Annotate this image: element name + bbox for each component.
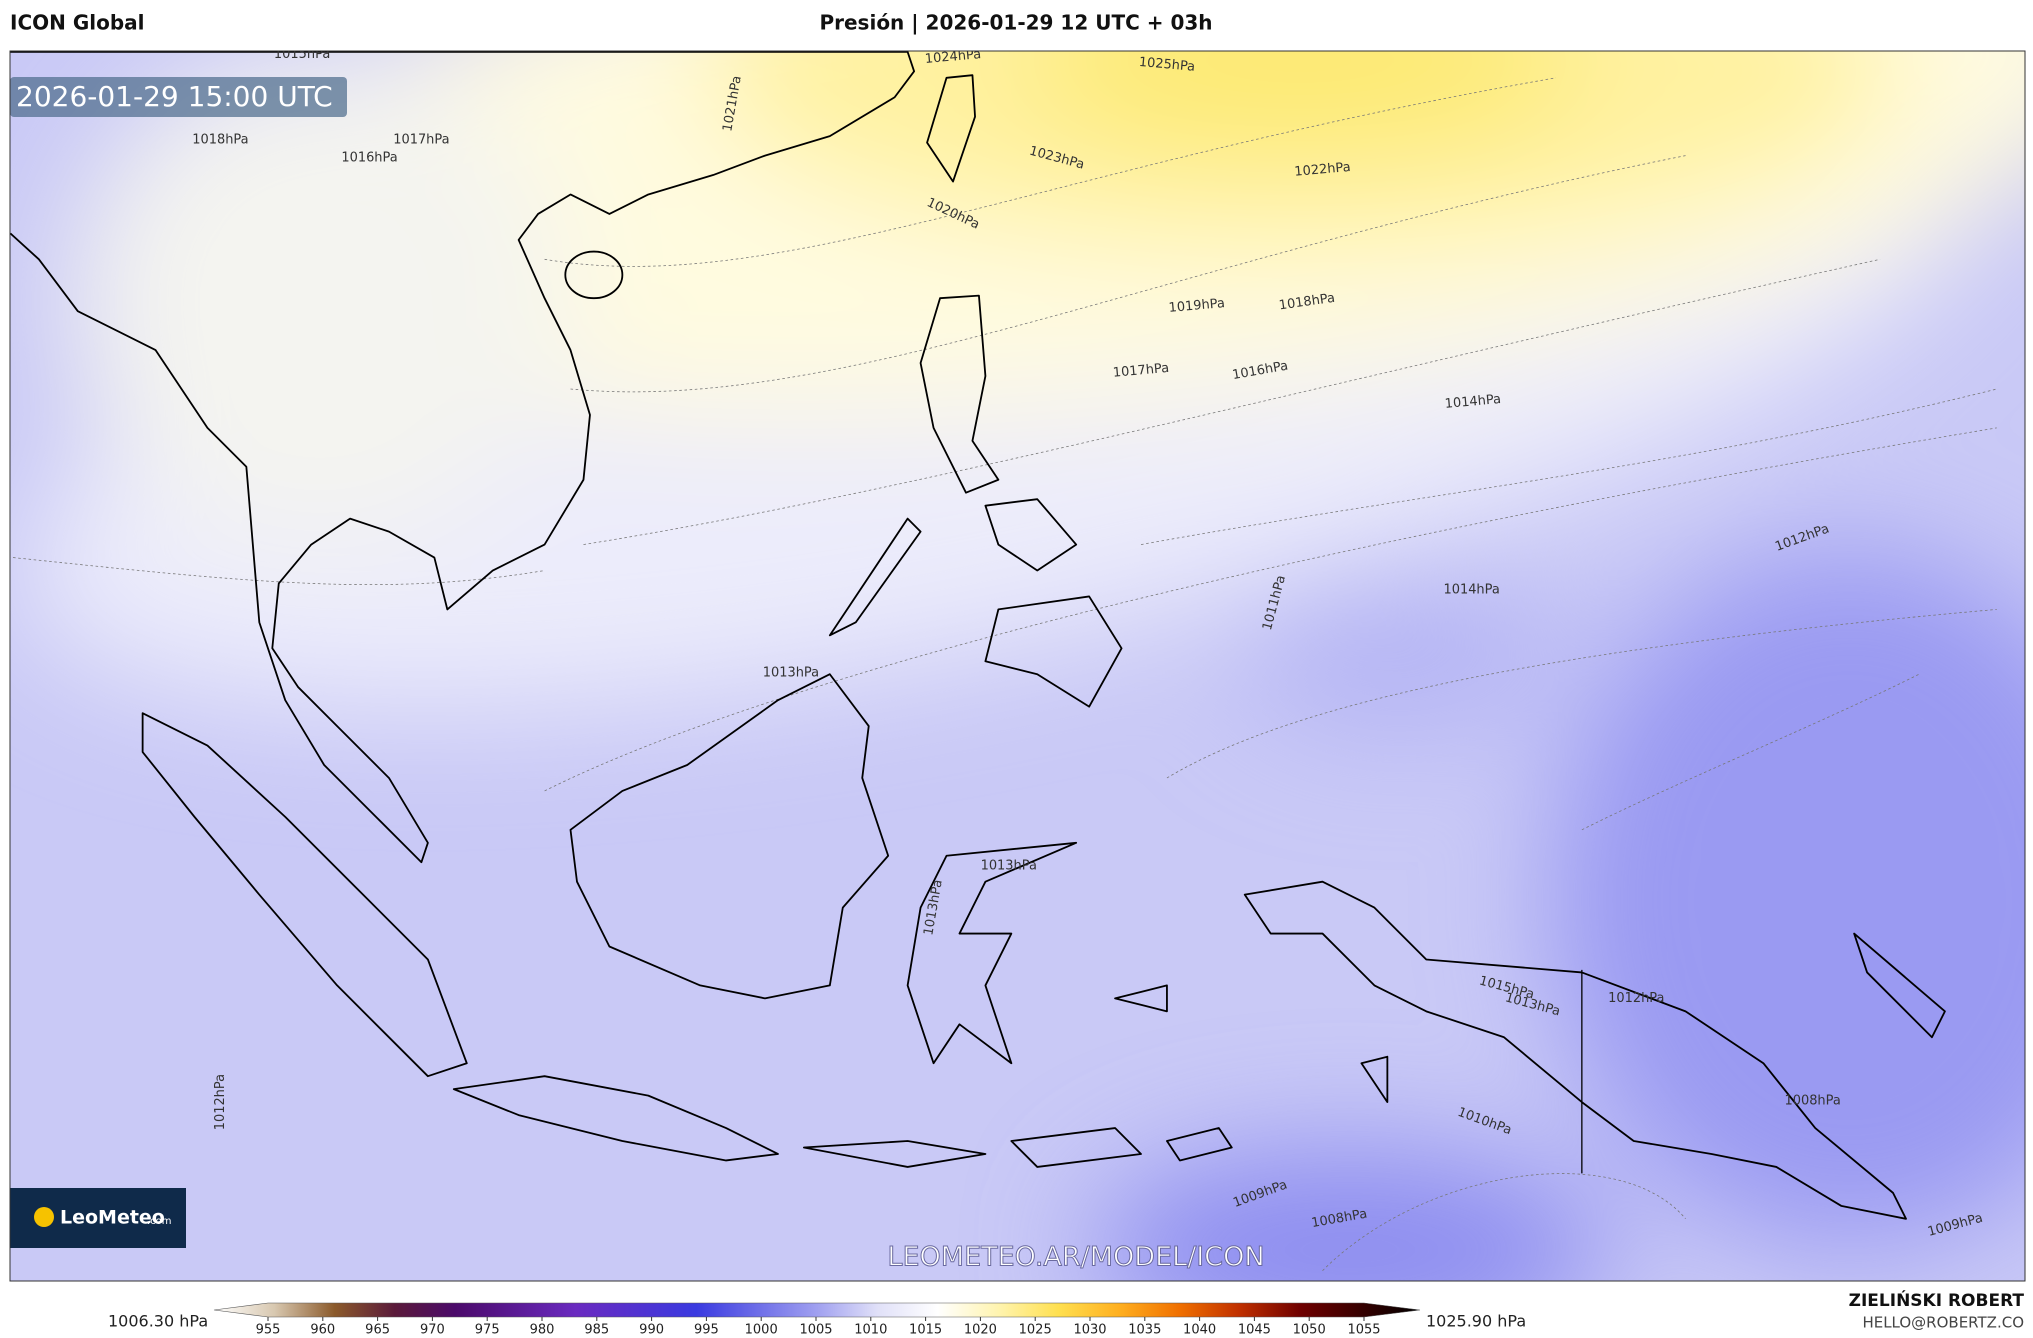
- colorbar-tick-label: 1045: [1238, 1323, 1271, 1338]
- contour-label: 1014hPa: [1444, 392, 1501, 412]
- colorbar-tick-label: 980: [530, 1323, 555, 1338]
- contour-label: 1014hPa: [1443, 582, 1499, 597]
- time-box: [10, 77, 347, 117]
- colorbar-tick-label: 1015: [909, 1323, 942, 1338]
- contour-label: 1013hPa: [981, 859, 1037, 874]
- map-title: Presión | 2026-01-29 12 UTC + 03h: [819, 11, 1212, 35]
- logo-suffix: .com: [147, 1216, 172, 1227]
- colorbar: [213, 1302, 1421, 1318]
- colorbar-ticks: 955 960 965 970 975 980 985 990 995 1000 1005 1010 1…: [256, 1317, 1381, 1338]
- contour-label: 1024hPa: [924, 47, 981, 67]
- contour-label: 1012hPa: [213, 1074, 228, 1130]
- contour-label: 1016hPa: [341, 151, 397, 166]
- colorbar-tick-label: 960: [310, 1323, 335, 1338]
- valid-time: 2026-01-29 15:00 UTC: [16, 80, 333, 113]
- colorbar-max: 1025.90 hPa: [1426, 1312, 1526, 1331]
- colorbar-tick-label: 985: [584, 1323, 609, 1338]
- contour-label: 1025hPa: [1138, 55, 1195, 75]
- author: ZIELIŃSKI ROBERT: [1849, 1289, 2025, 1311]
- colorbar-tick-label: 970: [420, 1323, 445, 1338]
- logo-sun: [34, 1207, 54, 1227]
- colorbar-tick-label: 975: [475, 1323, 500, 1338]
- contour-label: 1013hPa: [763, 665, 819, 680]
- colorbar-tick-label: 1005: [799, 1323, 832, 1338]
- colorbar-tick-label: 990: [639, 1323, 664, 1338]
- colorbar-tick-label: 1035: [1128, 1323, 1161, 1338]
- colorbar-tick-label: 1000: [745, 1323, 778, 1338]
- colorbar-tick-label: 1040: [1183, 1323, 1216, 1338]
- contour-label: 1017hPa: [393, 133, 449, 148]
- colorbar-tick-label: 1030: [1073, 1323, 1106, 1338]
- colorbar-tick-label: 1020: [964, 1323, 997, 1338]
- email: HELLO@ROBERTZ.CO: [1862, 1314, 2024, 1332]
- colorbar-min: 1006.30 hPa: [108, 1312, 208, 1331]
- map-frame: [9, 50, 2026, 1282]
- map-geometry: [10, 51, 1997, 1271]
- watermark: LEOMETEO.AR/MODEL/ICON: [887, 1242, 1264, 1273]
- colorbar-tick-label: 1055: [1347, 1323, 1380, 1338]
- contour-label: 1019hPa: [1168, 296, 1225, 316]
- colorbar-tick-label: 1050: [1293, 1323, 1326, 1338]
- contour-label: 1017hPa: [1112, 361, 1169, 381]
- colorbar-tick-label: 955: [256, 1323, 281, 1338]
- contour-label: 1015hPa: [274, 47, 330, 62]
- model-name: ICON Global: [10, 11, 145, 35]
- contour-label: 1022hPa: [1294, 160, 1351, 180]
- contour-label: 1012hPa: [1608, 991, 1664, 1006]
- logo-name: LeoMeteo: [60, 1207, 165, 1229]
- colorbar-tick-label: 965: [365, 1323, 390, 1338]
- contour-label: 1018hPa: [192, 133, 248, 148]
- colorbar-tick-label: 1025: [1019, 1323, 1052, 1338]
- colorbar-tick-label: 995: [694, 1323, 719, 1338]
- colorbar-tick-label: 1010: [854, 1323, 887, 1338]
- contour-label: 1008hPa: [1784, 1093, 1840, 1108]
